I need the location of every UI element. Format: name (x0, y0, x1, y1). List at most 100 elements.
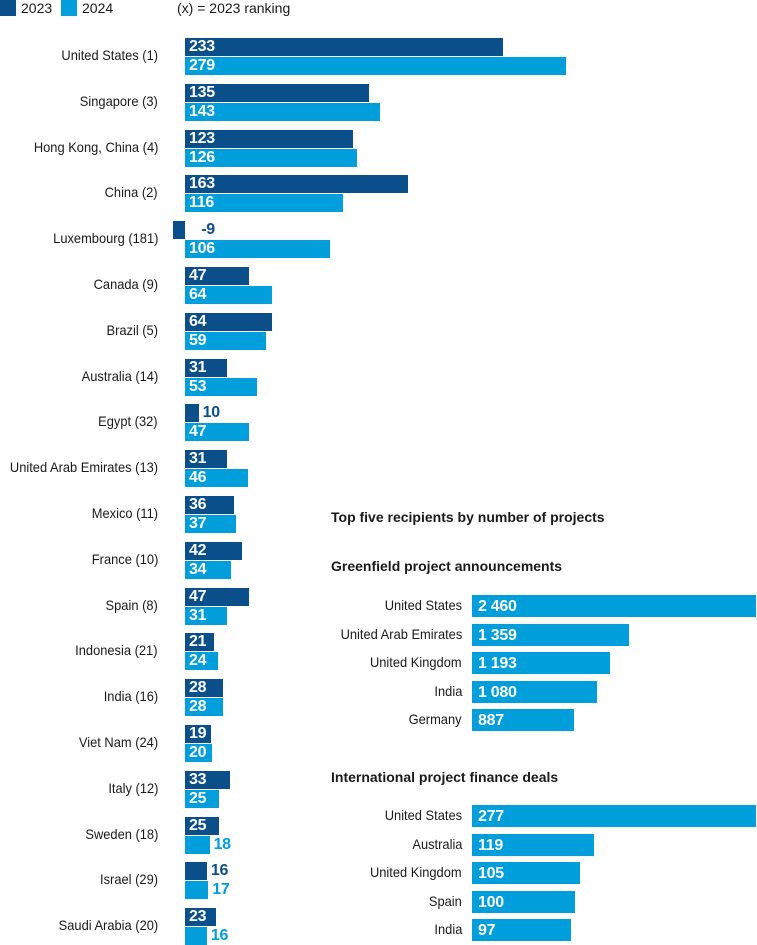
category-label: China (2) (105, 184, 158, 201)
category-label: United States (384, 597, 462, 613)
value-label-2023: 233 (189, 38, 215, 55)
value-label: 105 (478, 865, 504, 882)
category-label: Indonesia (21) (75, 642, 158, 659)
category-label: India (16) (103, 688, 158, 705)
ranking-note: (x) = 2023 ranking (177, 0, 291, 16)
category-label: United Kingdom (370, 864, 462, 880)
bar-2024 (185, 469, 248, 488)
bar-2023 (185, 312, 273, 331)
bar-2023 (185, 725, 211, 743)
bar-2023 (185, 83, 370, 102)
bar-2023 (185, 496, 235, 514)
value-label-2024: 47 (189, 423, 207, 441)
bar-2024 (185, 652, 218, 671)
bar-2024 (185, 102, 381, 121)
bar-2023 (185, 404, 199, 423)
category-label: Saudi Arabia (20) (58, 917, 158, 934)
bar-2024 (185, 377, 258, 396)
legend-swatch-2023 (0, 0, 16, 16)
bar (472, 680, 597, 703)
category-label: France (10) (91, 550, 158, 567)
greenfield-subtitle: Greenfield project announcements (331, 558, 563, 574)
category-label: Luxembourg (181) (52, 230, 158, 247)
value-label-2024: 17 (212, 881, 230, 899)
category-label: United Kingdom (370, 654, 462, 670)
category-label: United States (1) (61, 47, 158, 63)
bar-2024 (185, 194, 344, 213)
value-label-2023: 36 (189, 496, 207, 513)
value-label-2023: -9 (201, 221, 215, 239)
category-label: Canada (9) (93, 276, 158, 292)
bar-2023 (185, 38, 504, 56)
bar-2023 (185, 679, 224, 698)
value-label-2024: 279 (189, 57, 215, 74)
value-label-2023: 23 (189, 908, 207, 926)
value-label-2024: 20 (189, 744, 207, 761)
value-label: 887 (478, 712, 504, 729)
value-label: 2 460 (478, 598, 517, 615)
bar-2023 (185, 633, 214, 652)
category-label: Australia (411, 835, 462, 852)
category-label: Spain (429, 892, 462, 909)
panel-title: Top five recipients by number of project… (331, 509, 605, 525)
value-label-2023: 31 (189, 358, 207, 376)
bar-2023 (185, 862, 207, 881)
bar-2024 (185, 744, 213, 762)
value-label: 1 359 (478, 626, 517, 644)
value-label: 277 (478, 808, 504, 825)
value-label-2023: 33 (189, 770, 207, 788)
bar-2024 (185, 148, 358, 167)
category-label: United States (384, 807, 462, 823)
bar-2023 (185, 267, 250, 285)
bar-2023 (185, 587, 250, 606)
value-label: 119 (478, 836, 503, 854)
bar-2023 (185, 358, 228, 377)
bar-2024 (185, 881, 209, 900)
value-label-2024: 53 (189, 377, 207, 395)
bar (472, 652, 610, 674)
value-label-2024: 64 (189, 286, 207, 303)
category-label: Singapore (3) (79, 92, 158, 109)
category-label: Egypt (32) (98, 413, 158, 430)
value-label-2024: 18 (213, 835, 232, 853)
bar-2023 (172, 221, 185, 240)
bar (472, 890, 575, 913)
value-label-2023: 19 (189, 725, 207, 742)
bar-2024 (185, 240, 330, 259)
legend-label-2023: 2023 (21, 0, 53, 16)
bar-2024 (185, 698, 224, 717)
value-label-2023: 123 (189, 129, 215, 147)
value-label-2024: 116 (189, 194, 214, 212)
bar (472, 623, 629, 646)
category-label: India (434, 682, 462, 699)
value-label: 1 193 (478, 655, 517, 672)
value-label-2024: 25 (189, 789, 207, 807)
value-label-2023: 16 (210, 862, 229, 880)
bar-2023 (185, 770, 231, 789)
bar-2023 (185, 129, 354, 148)
value-label-2024: 106 (189, 240, 215, 258)
category-label: Spain (8) (105, 596, 158, 613)
category-label: Hong Kong, China (4) (33, 138, 158, 155)
category-label: Australia (14) (81, 367, 158, 384)
value-label: 1 080 (478, 683, 517, 701)
value-label-2023: 47 (189, 587, 207, 605)
bar-2024 (185, 560, 232, 579)
bar-2024 (185, 515, 236, 533)
value-label-2023: 47 (189, 267, 207, 284)
category-label: Brazil (5) (106, 321, 158, 338)
bar-2024 (185, 789, 220, 808)
bar-2024 (185, 331, 266, 350)
value-label-2024: 37 (189, 515, 207, 532)
category-label: United Arab Emirates (340, 625, 462, 642)
category-label: United Arab Emirates (13) (9, 459, 158, 476)
value-label-2023: 163 (189, 175, 215, 193)
bar (472, 862, 580, 884)
category-label: Israel (29) (100, 871, 158, 888)
value-label-2024: 16 (210, 927, 229, 945)
bar (472, 595, 756, 617)
category-label: Mexico (11) (91, 505, 158, 521)
value-label-2024: 126 (189, 148, 215, 166)
bar-2024 (185, 606, 228, 625)
value-label: 100 (478, 893, 504, 911)
